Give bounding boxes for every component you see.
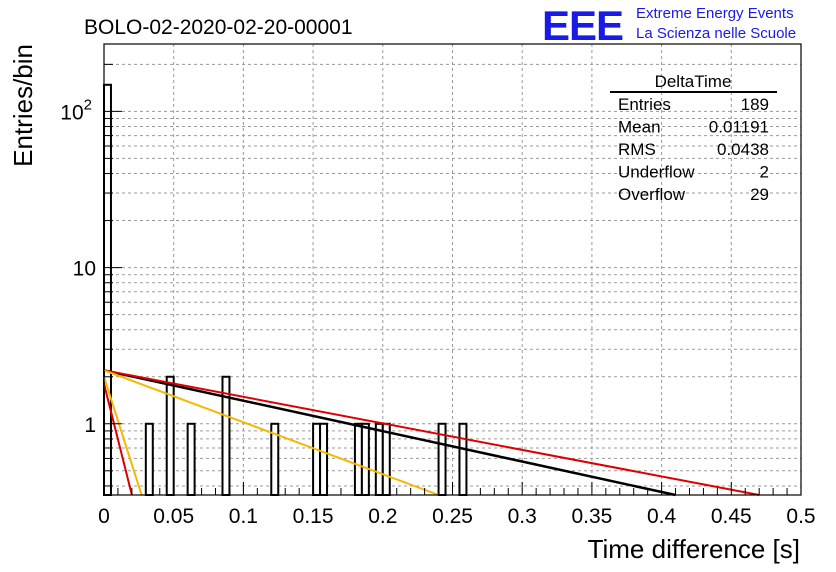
- x-tick-label: 0.45: [711, 505, 752, 528]
- histogram-bar: [186, 422, 196, 497]
- histogram-bar: [374, 422, 384, 497]
- logo-mark: EEE: [542, 2, 623, 49]
- y-tick-label: 102: [60, 96, 92, 124]
- y-tick-label: 10: [73, 258, 96, 281]
- x-tick-labels: 0 0.05 0.1 0.15 0.2 0.25 0.3 0.35 0.4 0.45 0.5: [98, 505, 815, 528]
- histogram-bar: [360, 422, 370, 497]
- logo-line-2: La Scienza nelle Scuole: [636, 25, 796, 42]
- stats-box: DeltaTime Entries 189 Mean 0.01191 RMS 0.0438…: [610, 72, 777, 204]
- stats-label: RMS: [618, 140, 656, 159]
- x-tick-label: 0.2: [368, 505, 397, 528]
- fit-line: [103, 369, 439, 496]
- x-tick-label: 0.4: [647, 505, 677, 528]
- histogram-bar: [458, 422, 468, 497]
- x-tick-label: 0.15: [293, 505, 334, 528]
- logo-line-1: Extreme Energy Events: [636, 5, 794, 22]
- histogram-bar: [381, 422, 391, 497]
- fit-line: [103, 369, 676, 497]
- grid-lines: [104, 44, 801, 495]
- stats-label: Mean: [618, 118, 661, 137]
- chart-title: BOLO-02-2020-02-20-00001: [84, 16, 353, 39]
- fit-lines: [103, 369, 760, 497]
- y-tick-labels: 1 10 102: [60, 96, 96, 436]
- x-tick-label: 0: [98, 505, 110, 528]
- histogram-bar: [353, 422, 363, 497]
- fit-line: [103, 383, 133, 496]
- x-tick-label: 0.5: [786, 505, 815, 528]
- x-tick-label: 0.05: [153, 505, 194, 528]
- histogram-bar: [144, 422, 154, 497]
- y-axis-title: Entries/bin: [8, 44, 38, 167]
- stats-label: Overflow: [618, 185, 686, 204]
- stats-rows: Entries 189 Mean 0.01191 RMS 0.0438 Underflow 2…: [618, 95, 769, 204]
- eee-logo: EEE Extreme Energy Events La Scienza nel…: [542, 2, 796, 49]
- stats-title: DeltaTime: [655, 72, 732, 91]
- stats-value: 0.01191: [709, 118, 769, 137]
- histogram-bar: [319, 422, 329, 497]
- histogram-bar: [312, 422, 322, 497]
- stats-label: Underflow: [618, 163, 695, 182]
- stats-value: 0.0438: [717, 140, 769, 159]
- stats-value: 29: [750, 185, 769, 204]
- axis-ticks: [103, 63, 802, 495]
- x-tick-label: 0.25: [432, 505, 473, 528]
- stats-label: Entries: [618, 95, 671, 114]
- fit-line: [103, 376, 143, 496]
- x-tick-label: 0.3: [508, 505, 537, 528]
- stats-value: 2: [760, 163, 769, 182]
- x-tick-label: 0.1: [229, 505, 258, 528]
- x-axis-title: Time difference [s]: [588, 534, 800, 564]
- stats-value: 189: [741, 95, 769, 114]
- x-tick-label: 0.35: [571, 505, 612, 528]
- y-tick-label: 1: [84, 414, 96, 437]
- fit-line: [103, 369, 760, 496]
